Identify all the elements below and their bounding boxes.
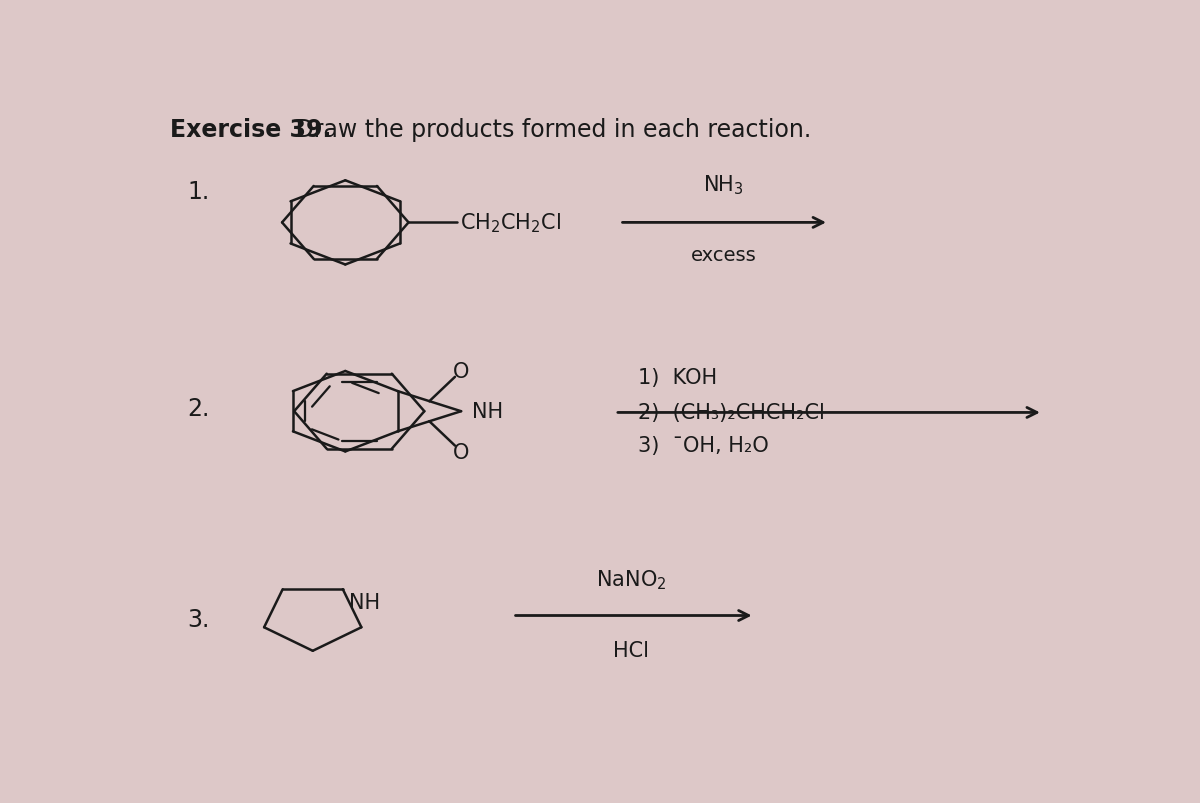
Text: 3.: 3. [187,607,210,631]
Text: Draw the products formed in each reaction.: Draw the products formed in each reactio… [288,118,811,142]
Text: O: O [454,442,469,462]
Text: 1.: 1. [187,180,210,204]
Text: 3)  ¯OH, H₂O: 3) ¯OH, H₂O [638,436,769,455]
Text: 1)  KOH: 1) KOH [638,368,718,388]
Text: NaNO$_2$: NaNO$_2$ [595,568,666,591]
Text: Exercise 39.: Exercise 39. [170,118,332,142]
Text: CH$_2$CH$_2$Cl: CH$_2$CH$_2$Cl [460,211,560,235]
Text: HCl: HCl [613,641,649,660]
Text: 2.: 2. [187,397,210,421]
Text: O: O [454,361,469,381]
Text: 2)  (CH₃)₂CHCH₂Cl: 2) (CH₃)₂CHCH₂Cl [638,403,826,423]
Text: excess: excess [691,246,757,265]
Text: NH: NH [349,593,380,613]
Text: NH: NH [473,402,504,422]
Text: NH$_3$: NH$_3$ [703,173,744,197]
